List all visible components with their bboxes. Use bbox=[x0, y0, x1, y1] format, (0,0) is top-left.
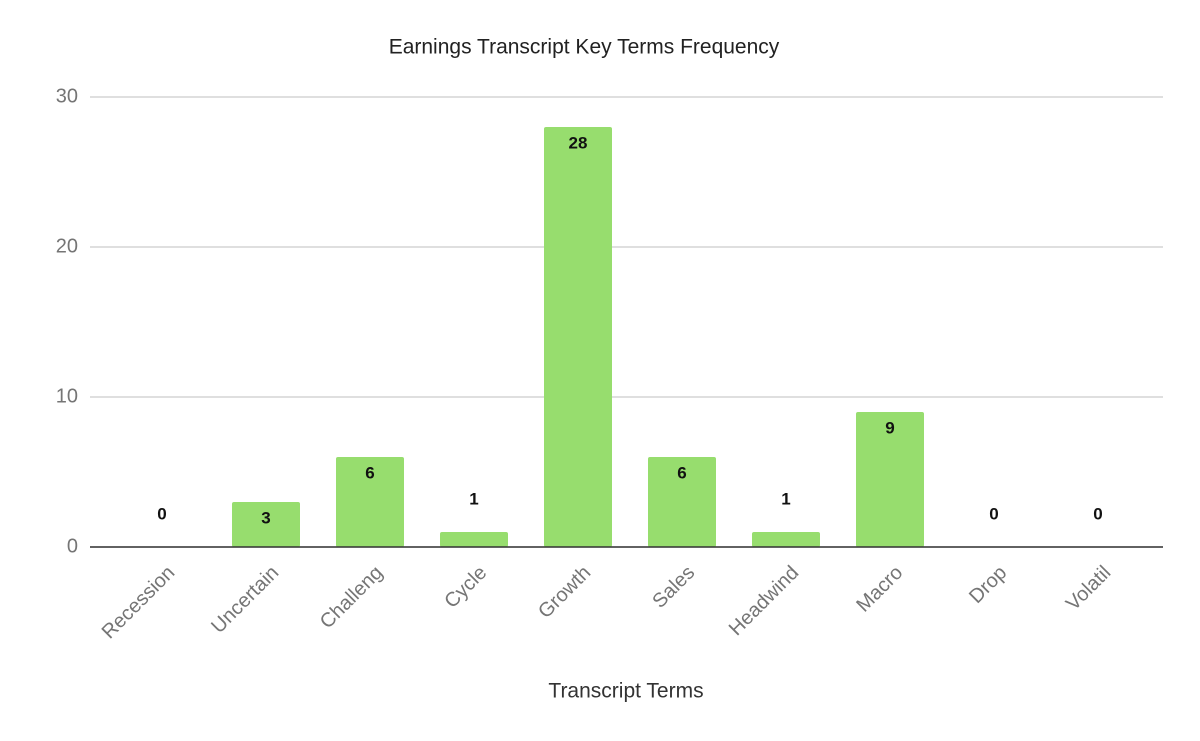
y-tick-label: 20 bbox=[56, 235, 78, 257]
x-tick-label: Macro bbox=[852, 562, 907, 617]
value-label: 6 bbox=[365, 463, 374, 482]
x-tick-label: Growth bbox=[534, 562, 595, 623]
value-label: 9 bbox=[885, 418, 894, 437]
y-tick-label: 0 bbox=[67, 535, 78, 557]
chart-title: Earnings Transcript Key Terms Frequency bbox=[389, 36, 780, 59]
x-tick-label: Recession bbox=[98, 562, 180, 644]
y-tick-label: 10 bbox=[56, 385, 78, 407]
x-tick-label: Challeng bbox=[316, 562, 387, 633]
bar bbox=[856, 412, 924, 547]
bar bbox=[648, 457, 716, 547]
x-tick-label: Cycle bbox=[440, 562, 491, 613]
bar bbox=[336, 457, 404, 547]
x-tick-label: Sales bbox=[648, 562, 699, 613]
value-label: 28 bbox=[569, 133, 588, 152]
value-label: 3 bbox=[261, 508, 270, 527]
bar bbox=[752, 532, 820, 547]
value-label: 0 bbox=[1093, 504, 1102, 523]
x-tick-label: Drop bbox=[965, 562, 1011, 608]
x-axis-title: Transcript Terms bbox=[548, 680, 703, 703]
x-tick-label: Headwind bbox=[725, 562, 803, 640]
value-label: 6 bbox=[677, 463, 686, 482]
bar bbox=[232, 502, 300, 547]
value-label: 1 bbox=[781, 489, 790, 508]
bar bbox=[544, 127, 612, 547]
value-label: 0 bbox=[989, 504, 998, 523]
bar bbox=[440, 532, 508, 547]
y-tick-label: 30 bbox=[56, 85, 78, 107]
x-tick-label: Volatil bbox=[1062, 562, 1115, 615]
value-label: 0 bbox=[157, 504, 166, 523]
value-label: 1 bbox=[469, 489, 478, 508]
x-tick-label: Uncertain bbox=[207, 562, 283, 638]
